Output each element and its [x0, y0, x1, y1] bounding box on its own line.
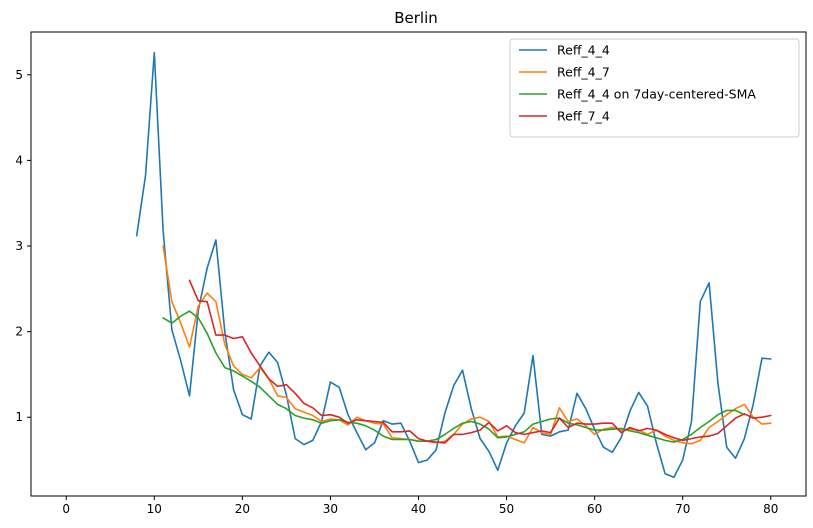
legend: Reff_4_4 Reff_4_7 Reff_4_4 on 7day-centere…: [509, 38, 800, 138]
x-tick-label: 60: [587, 502, 602, 516]
x-tick-label: 70: [675, 502, 690, 516]
x-tick-label: 50: [499, 502, 514, 516]
legend-box: [509, 38, 800, 138]
y-tick-label: 2: [15, 325, 23, 339]
series-layer: [135, 51, 772, 479]
y-tick-label: 1: [15, 410, 23, 424]
legend-label: Reff_4_4: [557, 43, 610, 58]
y-tick-label: 4: [15, 153, 23, 167]
series-line-1: [135, 51, 772, 479]
plot-frame: [30, 31, 807, 497]
x-tick-label: 80: [763, 502, 778, 516]
legend-label: Reff_4_4 on 7day-centered-SMA: [557, 87, 756, 102]
x-tick-label: 40: [411, 502, 426, 516]
x-tick-label: 30: [323, 502, 338, 516]
legend-label: Reff_4_7: [557, 65, 610, 80]
series-line-4: [188, 279, 772, 444]
x-tick-label: 10: [147, 502, 162, 516]
series-line-3: [162, 310, 746, 443]
ticks-layer: 0 10 20 30 40 50 60 70 80 1 2 3 4 5: [15, 68, 778, 516]
legend-label: Reff_7_4: [557, 109, 610, 124]
x-tick-label: 20: [235, 502, 250, 516]
chart-title: Berlin: [394, 9, 438, 27]
y-tick-label: 3: [15, 239, 23, 253]
y-tick-label: 5: [15, 68, 23, 82]
x-tick-label: 0: [62, 502, 70, 516]
